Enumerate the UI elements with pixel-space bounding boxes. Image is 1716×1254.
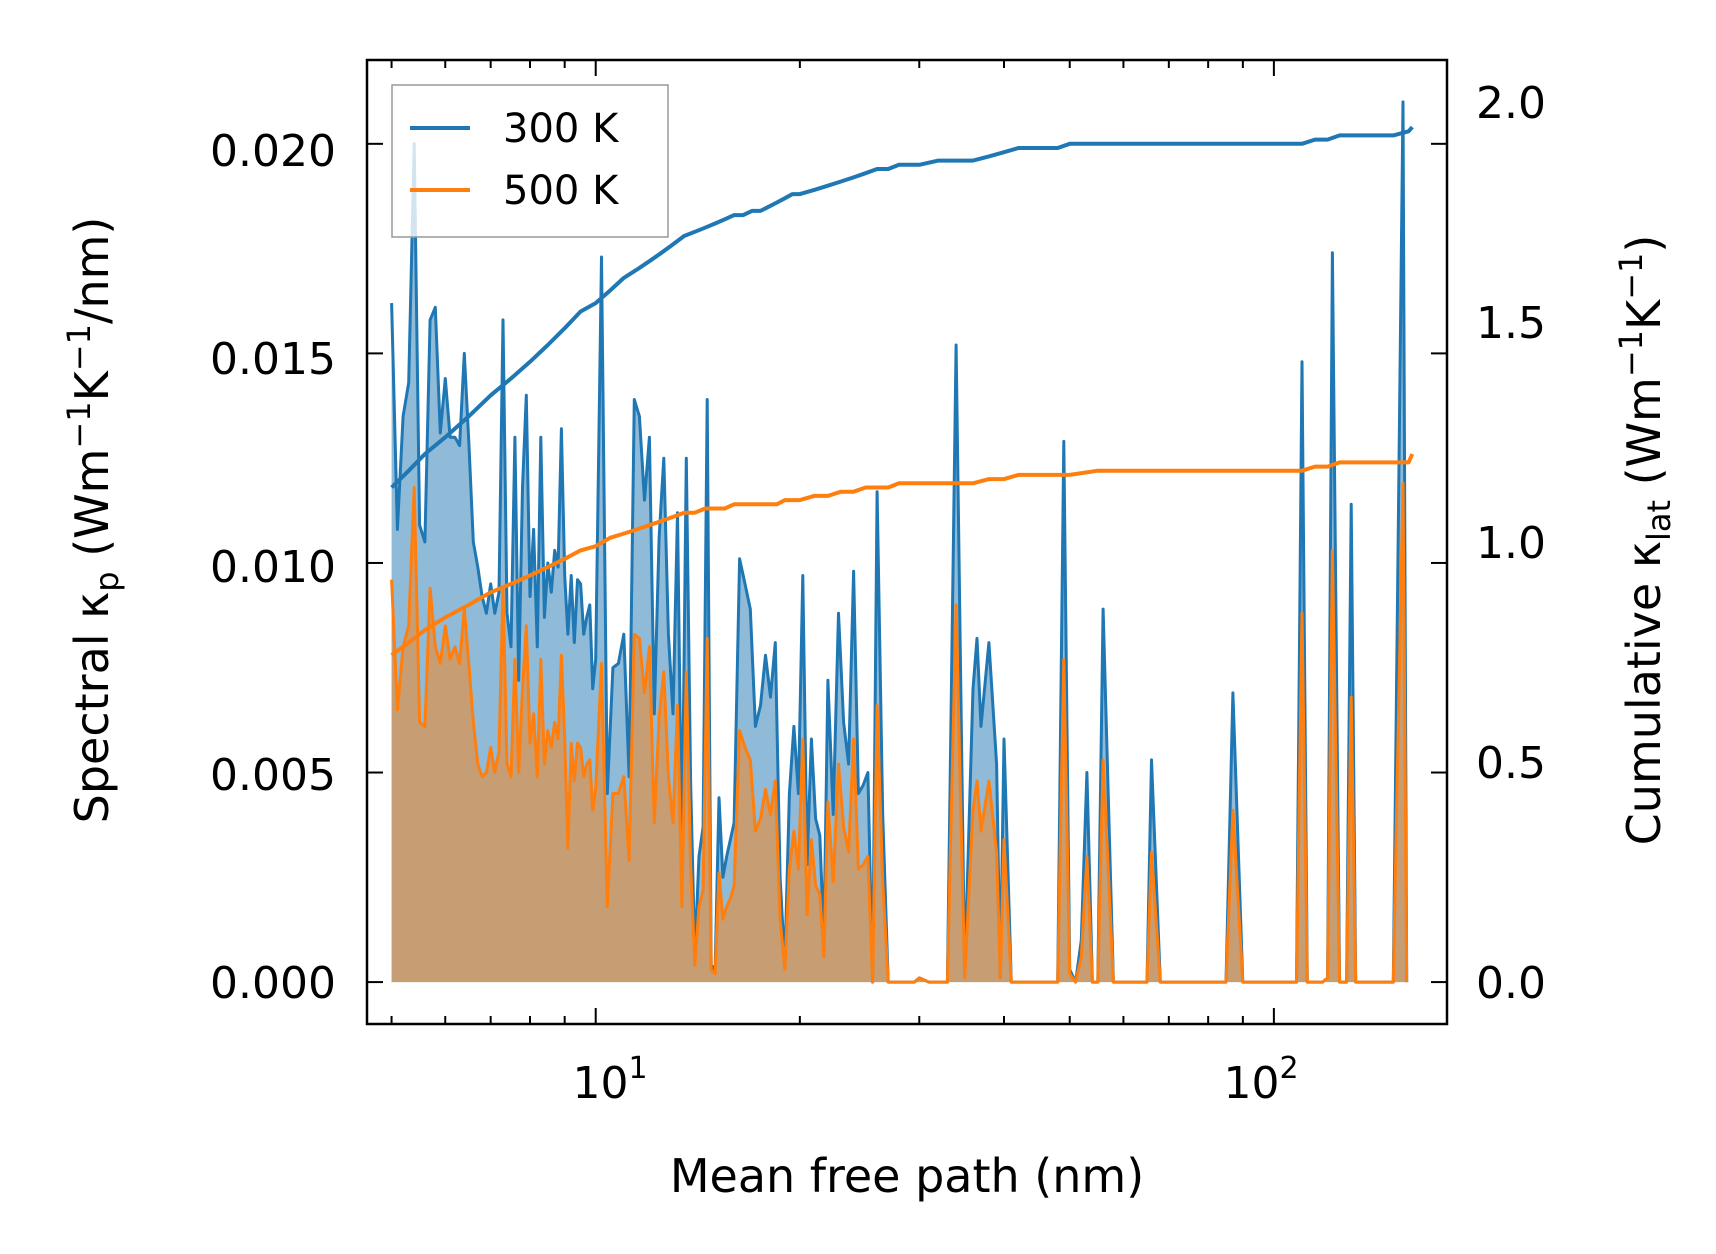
cumulative-500-line: [390, 453, 1415, 657]
x-axis-title: Mean free path (nm): [670, 1149, 1144, 1203]
y-right-tick-label: 2.0: [1476, 78, 1546, 129]
plot-area: [390, 100, 1415, 984]
y-right-axis-title: Cumulative κlat (Wm−1K−1): [1612, 235, 1678, 846]
axis-ticks: [367, 60, 1447, 1024]
y-left-axis-title: Spectral κp (Wm−1K−1/nm): [60, 217, 126, 824]
y-right-tick-label: 1.0: [1476, 518, 1546, 569]
y-left-tick-label: 0.010: [210, 542, 336, 593]
legend-label-300: 300 K: [503, 106, 620, 152]
y-right-tick-label: 1.5: [1476, 298, 1546, 349]
x-tick-label-100: 102: [1223, 1051, 1298, 1109]
cumulative-300-line: [390, 125, 1414, 489]
y-right-tick-label: 0.0: [1476, 958, 1546, 1009]
plot-frame: [365, 58, 1449, 1026]
spectral-500-line: [390, 481, 1409, 984]
y-left-tick-label: 0.005: [210, 750, 336, 801]
y-left-tick-label: 0.000: [210, 958, 336, 1009]
y-left-tick-label: 0.015: [210, 334, 336, 385]
legend-label-500: 500 K: [503, 168, 620, 214]
x-tick-label-10: 101: [572, 1051, 647, 1109]
y-right-tick-label: 0.5: [1476, 738, 1546, 789]
legend: 300 K 500 K: [391, 84, 669, 238]
legend-box: [391, 84, 669, 238]
spectral-500-area: [391, 483, 1407, 983]
y-left-tick-label: 0.020: [210, 126, 336, 177]
